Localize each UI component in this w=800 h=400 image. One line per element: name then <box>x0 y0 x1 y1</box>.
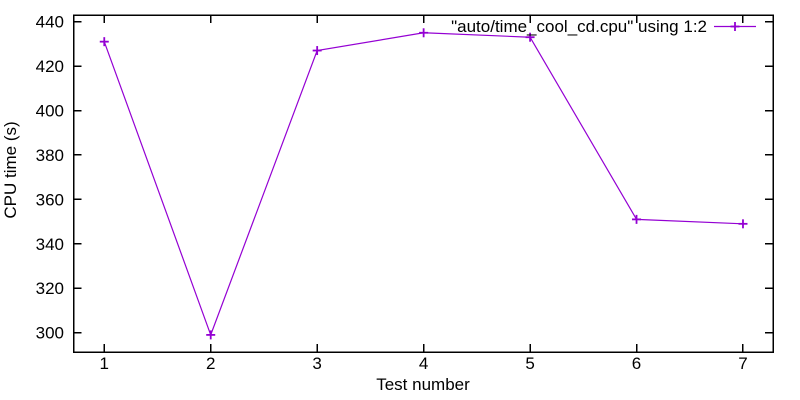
y-tick-label: 420 <box>36 57 64 76</box>
y-tick-label: 340 <box>36 235 64 254</box>
y-tick-label: 360 <box>36 190 64 209</box>
series-line <box>103 32 744 337</box>
series-markers <box>99 28 748 340</box>
x-tick-label: 6 <box>632 354 641 373</box>
x-tick-label: 1 <box>100 354 109 373</box>
y-tick-label: 440 <box>36 13 64 32</box>
x-axis-title: Test number <box>376 375 470 394</box>
y-tick-label: 400 <box>36 102 64 121</box>
y-axis-title: CPU time (s) <box>1 121 20 219</box>
x-tick-label: 2 <box>206 354 215 373</box>
x-tick-label: 3 <box>312 354 321 373</box>
y-tick-label: 380 <box>36 146 64 165</box>
x-tick-label: 4 <box>419 354 428 373</box>
y-tick-label: 320 <box>36 279 64 298</box>
y-ticks: 300 320 340 360 380 400 420 440 <box>36 13 773 343</box>
x-ticks: 1 2 3 4 5 6 7 <box>100 15 748 373</box>
x-tick-label: 7 <box>738 354 747 373</box>
legend-label: "auto/time_cool_cd.cpu" using 1:2 <box>451 17 707 36</box>
y-tick-label: 300 <box>36 324 64 343</box>
plot-border <box>72 14 774 353</box>
legend-sample <box>714 22 756 31</box>
x-tick-label: 5 <box>525 354 534 373</box>
